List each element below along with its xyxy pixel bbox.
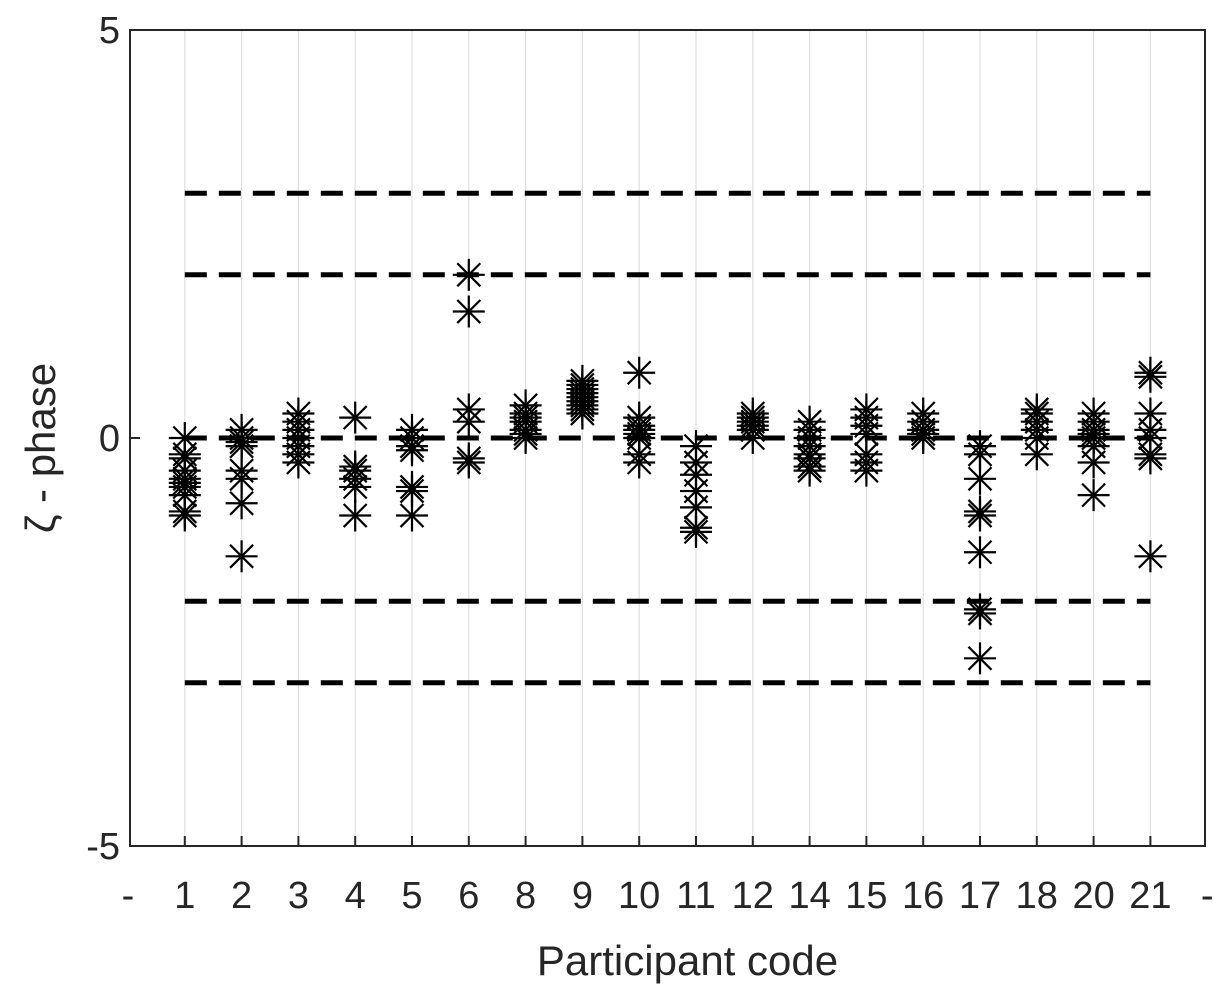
x-tick-label-9: 9 [572,875,593,917]
data-point-10-0 [623,356,656,389]
x-tick-label-21: 21 [1129,875,1171,917]
data-point-17-8 [964,642,996,675]
data-point-17-7 [964,597,996,630]
x-tick-label-2: 2 [231,875,252,917]
x-tick-label-dash-19: - [1201,875,1214,917]
y-tick-label-0: 0 [99,418,120,460]
data-point-6-1 [452,295,485,328]
data-point-11-6 [680,515,712,548]
x-tick-label-15: 15 [845,875,887,917]
x-tick-label-4: 4 [345,875,366,917]
data-point-18-5 [1020,438,1053,471]
y-tick-label--5: -5 [86,826,120,868]
data-point-6-5 [452,446,485,479]
data-point-4-0 [339,401,372,434]
data-point-2-3 [225,430,258,463]
data-point-21-1 [1134,360,1167,393]
data-point-2-5 [225,462,258,495]
data-point-15-6 [850,454,883,487]
data-point-20-7 [1077,479,1110,512]
x-tick-label-dash-0: - [122,875,135,917]
data-point-17-2 [964,462,996,495]
x-tick-label-1: 1 [174,875,195,917]
x-tick-label-12: 12 [732,875,774,917]
data-point-5-3 [396,434,428,467]
x-tick-label-17: 17 [959,875,1001,917]
x-tick-label-5: 5 [401,875,422,917]
x-tick-label-10: 10 [618,875,660,917]
data-point-17-5 [964,536,996,569]
x-tick-label-18: 18 [1016,875,1058,917]
data-point-6-0 [452,258,485,291]
y-axis-ticks: -5 0 5 [86,10,140,868]
x-axis-label: Participant code [537,937,838,984]
data-point-21-7 [1134,540,1167,573]
data-point-14-7 [793,454,826,487]
data-point-6-3 [452,405,485,438]
data-point-2-6 [225,487,258,520]
data-point-16-4 [907,422,940,454]
x-tick-label-20: 20 [1072,875,1114,917]
data-point-10-7 [623,446,656,479]
x-tick-label-16: 16 [902,875,944,917]
data-point-3-6 [282,446,315,479]
data-point-12-5 [736,422,769,454]
x-axis-ticks: -1 2 3 4 5 6 8 9 10 11 12 14 15 16 17 18 20 21- [122,836,1214,917]
data-point-2-7 [225,540,258,573]
x-tick-label-14: 14 [788,875,830,917]
data-point-4-4 [339,470,372,503]
data-point-5-6 [396,499,428,532]
x-tick-label-6: 6 [458,875,479,917]
data-point-4-5 [339,499,372,532]
data-point-20-6 [1077,446,1110,479]
data-point-1-9 [168,499,201,532]
y-axis-label: ζ - phase [17,363,64,533]
x-tick-label-11: 11 [676,875,715,917]
data-point-8-6 [509,422,542,454]
x-tick-label-3: 3 [288,875,309,917]
reference-lines [184,190,1151,686]
x-tick-label-8: 8 [515,875,536,917]
data-point-17-4 [964,499,996,532]
y-tick-label-5: 5 [99,10,120,52]
data-point-21-6 [1134,442,1167,475]
data-point-9-8 [566,397,599,430]
data-markers [168,258,1167,675]
